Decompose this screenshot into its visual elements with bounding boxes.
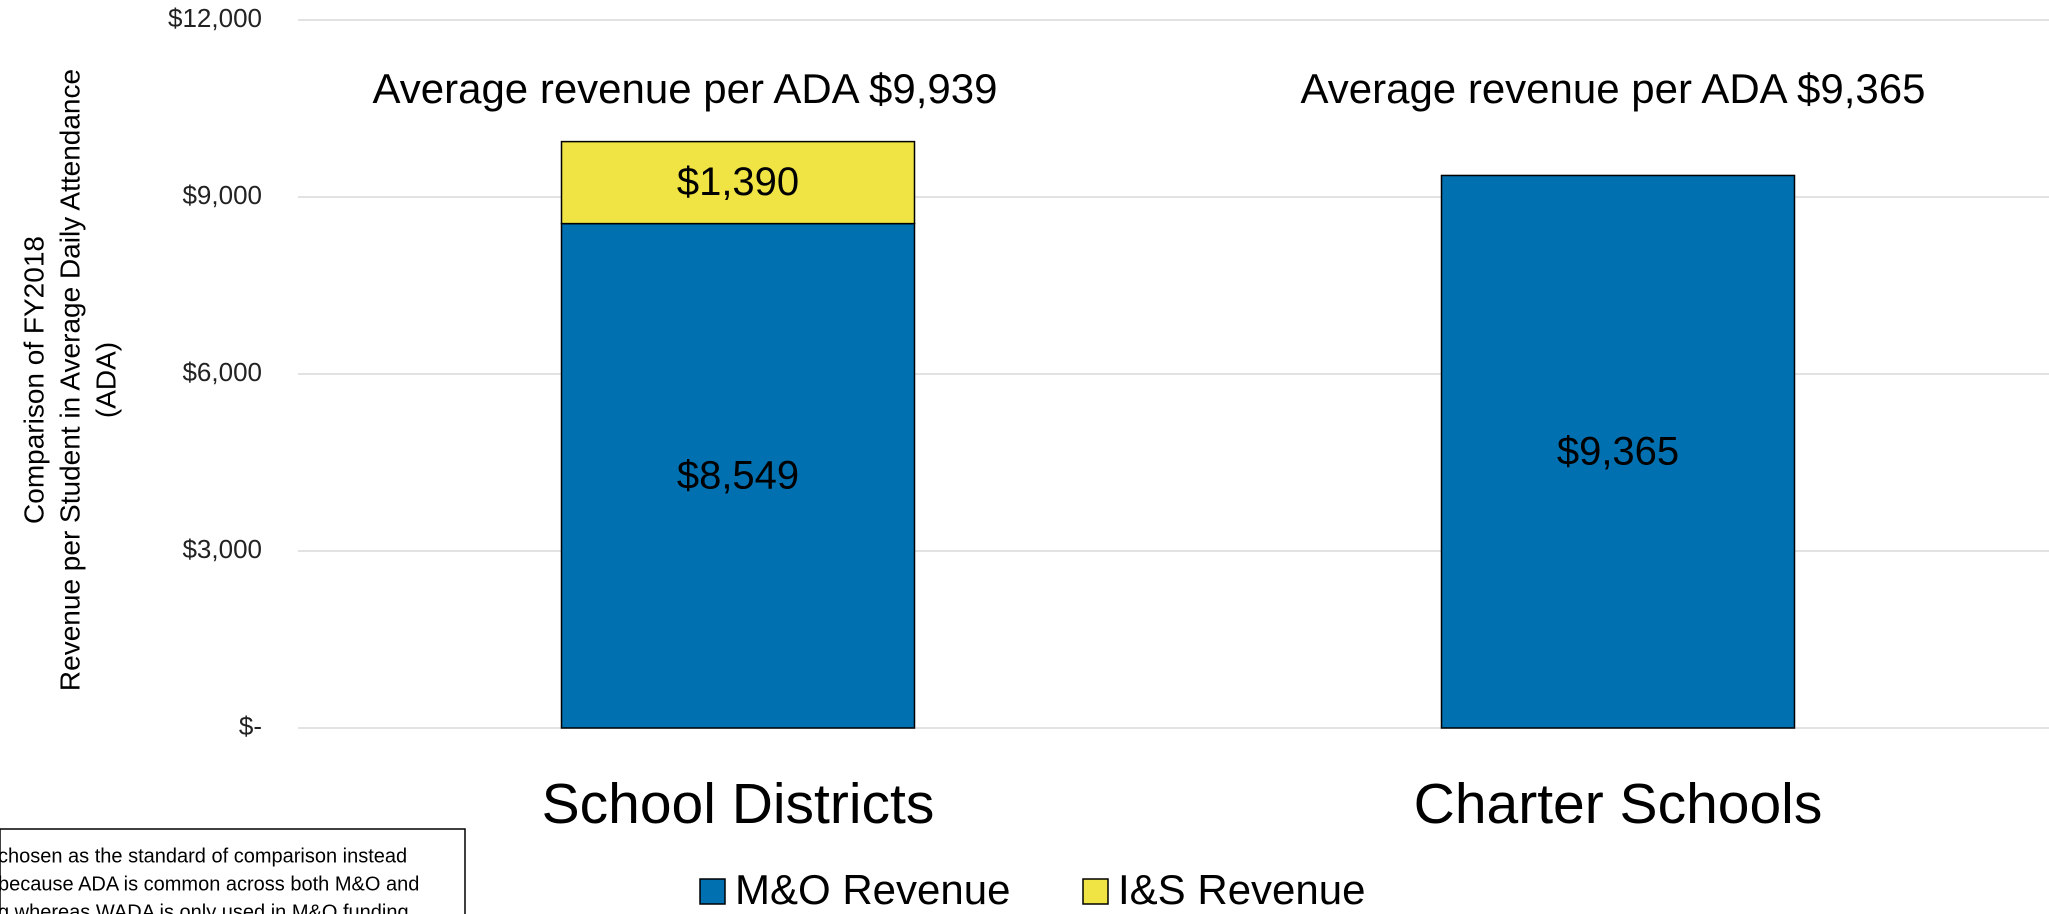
legend-swatch <box>699 878 726 905</box>
y-axis-title: Comparison of FY2018 <box>18 236 49 524</box>
y-axis-title: (ADA) <box>90 342 121 418</box>
bar-segment <box>560 140 916 225</box>
y-tick-label: $9,000 <box>182 180 262 210</box>
footnote-box <box>0 828 466 914</box>
legend-swatch <box>1082 878 1109 905</box>
annotation: Average revenue per ADA $9,365 <box>1300 65 1925 112</box>
y-tick-label: $3,000 <box>182 534 262 564</box>
data-label: $8,549 <box>677 453 799 497</box>
x-tick-label: School Districts <box>542 772 935 836</box>
data-label: $1,390 <box>677 160 799 204</box>
footnote-text: g whereas WADA is only used in M&O fundi… <box>0 901 409 914</box>
x-tick-label: Charter Schools <box>1414 772 1823 836</box>
bar-segment <box>1440 174 1796 729</box>
y-axis-title: Revenue per Student in Average Daily Att… <box>54 69 85 691</box>
y-tick-label: $12,000 <box>168 3 262 33</box>
data-label: $9,365 <box>1557 429 1679 473</box>
footnote-text: because ADA is common across both M&O an… <box>0 873 419 895</box>
annotation: Average revenue per ADA $9,939 <box>372 65 997 112</box>
y-tick-label: $6,000 <box>182 357 262 387</box>
legend-label: I&S Revenue <box>1118 866 1366 913</box>
legend-label: M&O Revenue <box>735 866 1010 913</box>
y-tick-label: $- <box>239 711 262 741</box>
footnote-text: chosen as the standard of comparison ins… <box>0 845 407 867</box>
